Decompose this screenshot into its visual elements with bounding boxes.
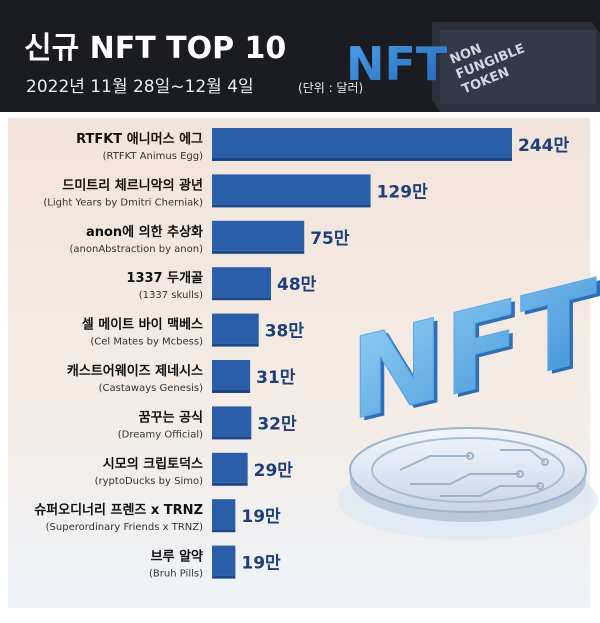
category-label: 셀 메이트 바이 맥베스	[82, 317, 203, 333]
bar-shadow	[212, 390, 251, 393]
category-label: 1337 두개골	[126, 271, 203, 286]
bar	[212, 128, 512, 158]
bar	[212, 360, 251, 390]
bar	[212, 406, 252, 437]
category-sublabel: (Superordinary Friends x TRNZ)	[46, 522, 203, 533]
category-label: 캐스트어웨이즈 제네시스	[67, 363, 203, 379]
value-label: 19만	[241, 554, 281, 574]
bar	[212, 499, 236, 530]
bar-shadow	[212, 343, 259, 347]
value-label: 75만	[310, 229, 350, 249]
category-sublabel: (Cel Mates by Mcbess)	[90, 337, 203, 348]
nft-logo: NFT NON FUNGIBLE TOKEN	[346, 22, 600, 112]
category-label: 꿈꾸는 공식	[139, 409, 203, 425]
value-label: 32만	[257, 414, 297, 434]
category-sublabel: (Castaways Genesis)	[99, 383, 203, 394]
bar	[212, 313, 259, 344]
bar-shadow	[212, 575, 236, 579]
bar-shadow	[212, 250, 305, 254]
bar-shadow	[212, 436, 252, 440]
category-sublabel: (Bruh Pills)	[149, 569, 203, 580]
category-label: 시모의 크립토덕스	[103, 456, 203, 472]
date-range: 2022년 11월 28일~12월 4일	[26, 77, 254, 97]
category-sublabel: (Dreamy Official)	[118, 429, 203, 440]
category-label: 드미트리 체르니악의 광년	[62, 177, 203, 193]
bar	[212, 174, 371, 205]
category-label: 브루 알약	[151, 549, 203, 565]
bar	[212, 267, 272, 298]
value-label: 244만	[518, 136, 569, 156]
value-label: 129만	[377, 182, 428, 202]
category-sublabel: (anonAbstraction by anon)	[70, 244, 204, 255]
category-label: RTFKT 애니머스 에그	[76, 131, 203, 147]
unit-label: (단위 : 달러)	[298, 81, 363, 95]
bar-series: RTFKT 애니머스 에그 (RTFKT Animus Egg) 244만드미트리 …	[34, 128, 569, 580]
page-title: 신규 NFT TOP 10	[24, 31, 286, 66]
category-label: anon에 의한 추상화	[86, 224, 203, 240]
bar-shadow	[212, 158, 512, 161]
category-label: 슈퍼오디너리 프렌즈 x TRNZ	[34, 502, 203, 518]
bar	[212, 220, 305, 251]
bar	[212, 545, 236, 576]
bar	[212, 452, 248, 483]
bar-shadow	[212, 482, 248, 486]
value-label: 19만	[241, 507, 281, 527]
logo-nft-text: NFT	[346, 37, 448, 91]
category-sublabel: (RTFKT Animus Egg)	[103, 151, 203, 162]
value-label: 48만	[277, 275, 317, 295]
value-label: 29만	[254, 461, 294, 481]
category-sublabel: (Light Years by Dmitri Cherniak)	[43, 197, 203, 208]
category-sublabel: (1337 skulls)	[139, 290, 203, 301]
bar-shadow	[212, 529, 236, 533]
bar-shadow	[212, 297, 272, 301]
bar-shadow	[212, 204, 371, 208]
value-label: 31만	[256, 368, 296, 388]
value-label: 38만	[265, 322, 305, 342]
category-sublabel: (ryptoDucks by Simo)	[95, 476, 203, 487]
